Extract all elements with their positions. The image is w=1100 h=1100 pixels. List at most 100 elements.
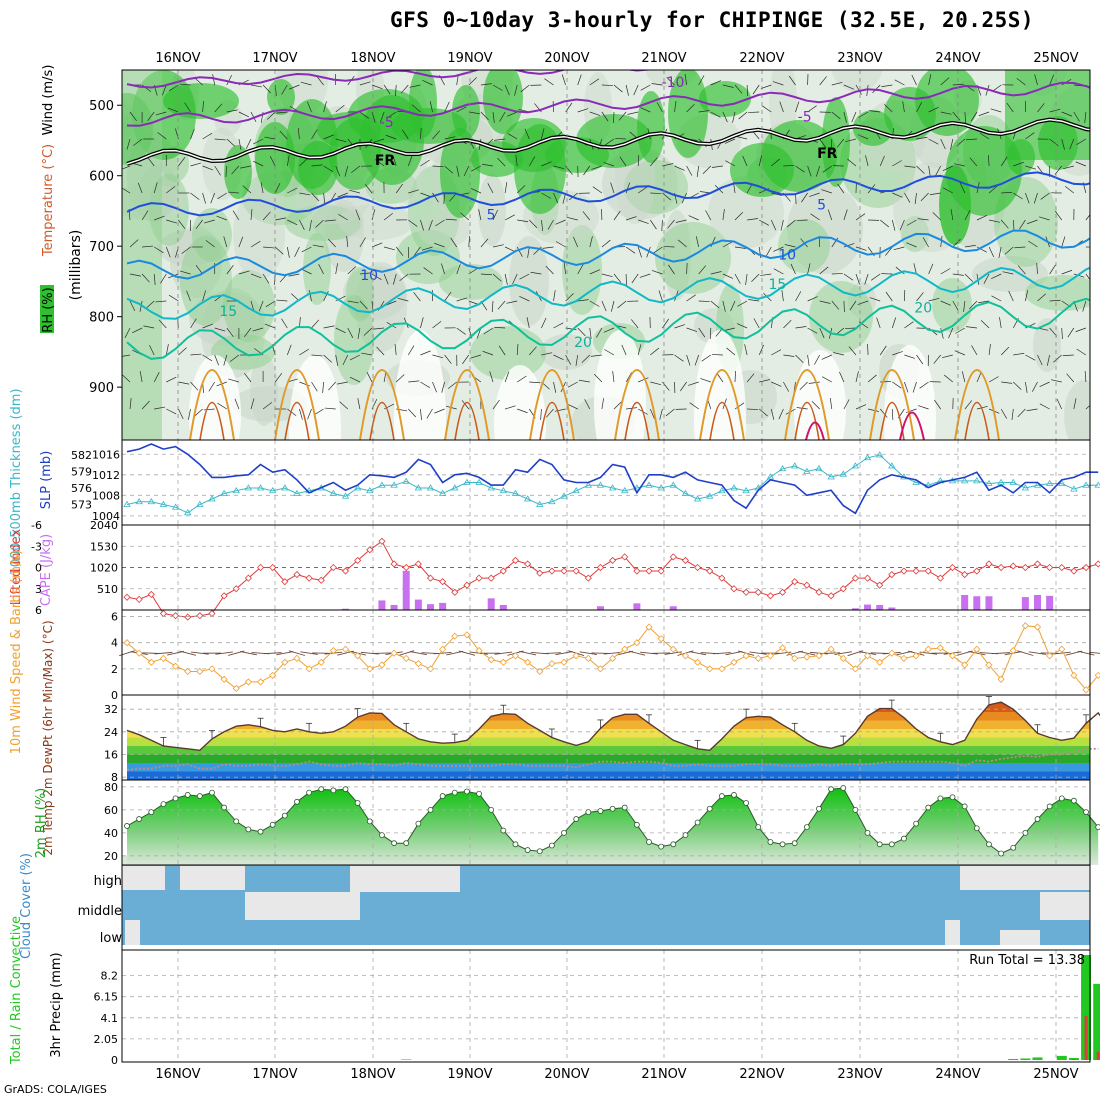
wind-barb xyxy=(186,290,191,302)
isotherm-contour xyxy=(126,297,1090,360)
wind-barb xyxy=(1028,651,1047,655)
wind-barb xyxy=(677,239,687,248)
wind-barb xyxy=(238,270,250,275)
wind-barb xyxy=(179,650,196,656)
wind-barb xyxy=(316,76,324,86)
wind-barb xyxy=(217,402,227,410)
warm-contour xyxy=(879,402,905,440)
cloud-clear xyxy=(945,920,960,945)
rh-shade xyxy=(233,190,285,280)
wind-barb xyxy=(1049,264,1056,275)
rh-line-point xyxy=(876,841,883,848)
rh-shade xyxy=(939,165,971,245)
wind-barb xyxy=(323,134,334,140)
rh-line-point xyxy=(597,808,604,814)
wind-barb xyxy=(260,182,264,194)
wind-speed-line-point xyxy=(184,667,192,676)
wind-barb xyxy=(831,81,843,86)
wind-barb xyxy=(393,273,397,285)
wind-barb xyxy=(686,262,688,275)
wind-barb xyxy=(190,318,197,329)
wind-barb xyxy=(603,162,615,167)
wind-barb xyxy=(732,111,736,123)
wind-barb xyxy=(702,165,712,175)
wind-barb xyxy=(724,138,736,144)
precip-total-bar xyxy=(1008,1058,1019,1060)
thickness-line-point xyxy=(875,451,884,458)
wind-barb xyxy=(601,111,609,122)
wind-barb xyxy=(471,165,482,172)
wind-speed-line-point xyxy=(499,658,507,666)
wind-barb xyxy=(432,165,444,168)
wind-barb xyxy=(795,165,805,173)
wind-barb xyxy=(482,163,494,167)
wind-barb xyxy=(798,650,816,656)
wind-barb xyxy=(338,214,348,221)
date-label-top: 21NOV xyxy=(641,51,686,66)
wind-barb xyxy=(917,218,929,221)
wind-barb xyxy=(807,105,817,113)
wind-barb xyxy=(976,371,982,383)
wind-barb xyxy=(730,300,736,312)
wind-barb xyxy=(748,299,760,302)
wind-barb xyxy=(625,372,632,383)
lifted-index-line-point xyxy=(1094,560,1100,568)
wind-barb xyxy=(554,408,566,412)
thickness-line-point xyxy=(208,495,216,502)
wind-barb xyxy=(226,138,236,147)
wind-barb xyxy=(589,78,600,86)
wind-barb xyxy=(940,268,951,275)
wind-barb xyxy=(371,111,376,123)
wind-speed-line-point xyxy=(426,665,435,673)
wind-barb xyxy=(565,354,572,365)
isotherm-label: 10 xyxy=(360,268,378,284)
wind-barb xyxy=(263,652,282,655)
wind-barb xyxy=(349,354,361,361)
wind-barb xyxy=(147,111,155,121)
wind-barb xyxy=(1049,74,1055,86)
wind-barb xyxy=(964,244,976,248)
wind-barb xyxy=(980,320,990,329)
date-label-bottom: 21NOV xyxy=(641,1067,686,1082)
wind-barb xyxy=(1000,346,1010,356)
rh-line-point xyxy=(1046,803,1053,810)
precip-convective-bar xyxy=(1096,1051,1100,1060)
thickness-line-point xyxy=(1082,481,1090,488)
wind-barb xyxy=(498,345,506,356)
wind-barb xyxy=(371,84,383,90)
rh-axis-label: RH (%) xyxy=(41,287,56,332)
wind-barb xyxy=(311,129,318,140)
wind-barb xyxy=(359,272,371,275)
rh-line-point xyxy=(221,804,228,811)
lifted-index-line-point xyxy=(961,571,969,579)
wind-barb xyxy=(1046,354,1050,366)
wind-barb xyxy=(342,354,349,366)
wind-barb xyxy=(497,300,506,310)
wind-barb xyxy=(178,157,186,167)
wind-barb xyxy=(372,652,391,654)
slp-tick-label: 1012 xyxy=(92,469,120,482)
wind-barb xyxy=(988,376,999,383)
wind-speed-line-point xyxy=(851,665,859,673)
wind-barb xyxy=(400,84,409,94)
wind-barb xyxy=(1084,111,1087,123)
wind-barb xyxy=(686,165,693,176)
wind-barb xyxy=(517,375,527,383)
wind-barb xyxy=(434,242,445,248)
wind-barb xyxy=(214,138,226,141)
wind-barb xyxy=(526,317,530,329)
precip-tick-label: 2.05 xyxy=(94,1033,119,1046)
wind-barb xyxy=(194,408,203,417)
precip-total-bar xyxy=(1020,1058,1031,1060)
wind-speed-line-point xyxy=(208,665,216,673)
warm-contour xyxy=(954,369,1000,440)
wind-barb xyxy=(421,246,433,251)
wind-barb xyxy=(408,408,417,418)
rh-line-point xyxy=(646,839,652,845)
isotherm-label: 5 xyxy=(487,207,496,223)
wind-barb xyxy=(640,107,651,113)
wind-barb xyxy=(601,273,613,278)
wind-barb xyxy=(383,212,393,221)
lifted-index-line-point xyxy=(985,560,993,568)
wind-barb xyxy=(998,246,1002,258)
